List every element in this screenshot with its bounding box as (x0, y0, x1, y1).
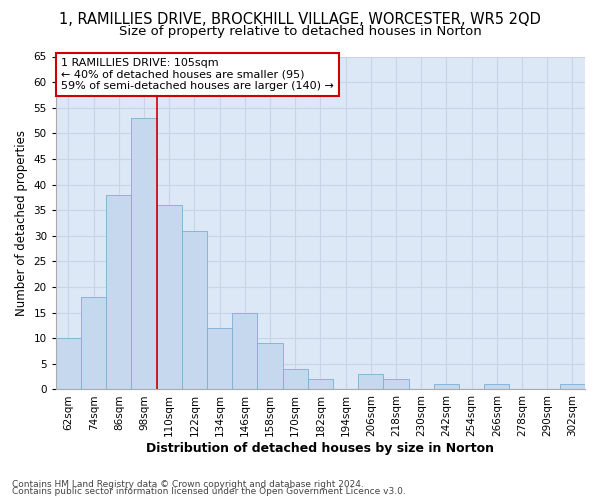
Text: Contains public sector information licensed under the Open Government Licence v3: Contains public sector information licen… (12, 488, 406, 496)
Text: 1 RAMILLIES DRIVE: 105sqm
← 40% of detached houses are smaller (95)
59% of semi-: 1 RAMILLIES DRIVE: 105sqm ← 40% of detac… (61, 58, 334, 92)
X-axis label: Distribution of detached houses by size in Norton: Distribution of detached houses by size … (146, 442, 494, 455)
Text: Size of property relative to detached houses in Norton: Size of property relative to detached ho… (119, 25, 481, 38)
Bar (358, 374, 383, 390)
Bar (283, 369, 308, 390)
Bar (308, 379, 333, 390)
Bar (81, 298, 106, 390)
Bar (131, 118, 157, 390)
Bar (560, 384, 585, 390)
Bar (207, 328, 232, 390)
Y-axis label: Number of detached properties: Number of detached properties (15, 130, 28, 316)
Bar (182, 230, 207, 390)
Bar (484, 384, 509, 390)
Bar (106, 195, 131, 390)
Bar (434, 384, 459, 390)
Bar (383, 379, 409, 390)
Bar (232, 312, 257, 390)
Bar (157, 205, 182, 390)
Bar (56, 338, 81, 390)
Bar (257, 344, 283, 390)
Text: Contains HM Land Registry data © Crown copyright and database right 2024.: Contains HM Land Registry data © Crown c… (12, 480, 364, 489)
Text: 1, RAMILLIES DRIVE, BROCKHILL VILLAGE, WORCESTER, WR5 2QD: 1, RAMILLIES DRIVE, BROCKHILL VILLAGE, W… (59, 12, 541, 28)
